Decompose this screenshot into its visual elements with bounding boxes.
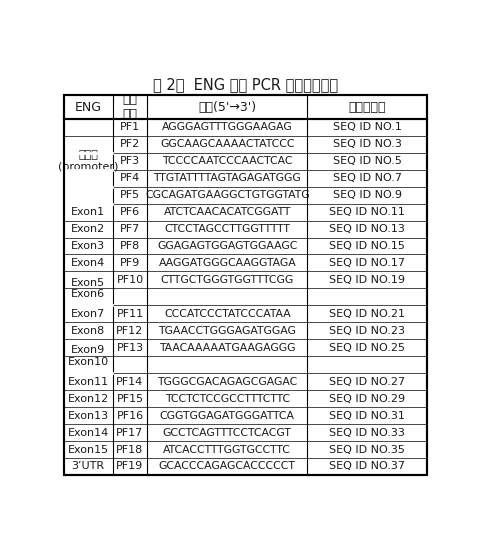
Text: PF1: PF1 [120, 122, 140, 132]
Text: SEQ ID NO.21: SEQ ID NO.21 [330, 309, 405, 319]
Text: PF8: PF8 [120, 241, 140, 251]
Text: Exon3: Exon3 [71, 241, 105, 251]
Text: CTTGCTGGGTGGTTTCGG: CTTGCTGGGTGGTTTCGG [160, 275, 294, 285]
Text: SEQ ID NO.23: SEQ ID NO.23 [330, 326, 405, 336]
Text: PF17: PF17 [116, 428, 144, 437]
Text: PF19: PF19 [116, 461, 144, 472]
Text: PF10: PF10 [116, 275, 144, 285]
Text: GGAGAGTGGAGTGGAAGC: GGAGAGTGGAGTGGAAGC [157, 241, 297, 251]
Text: PF15: PF15 [116, 393, 144, 404]
Text: Exon12: Exon12 [68, 393, 109, 404]
Text: PF3: PF3 [120, 156, 140, 166]
Text: SEQ ID NO.3: SEQ ID NO.3 [333, 139, 402, 149]
Text: SEQ ID NO.1: SEQ ID NO.1 [333, 122, 402, 132]
Text: Exon8: Exon8 [71, 326, 105, 336]
Text: SEQ ID NO.13: SEQ ID NO.13 [330, 224, 405, 234]
Text: CTCCTAGCCTTGGTTTTT: CTCCTAGCCTTGGTTTTT [164, 224, 290, 234]
Text: Exon15: Exon15 [68, 444, 109, 455]
Text: Exon9
Exon10: Exon9 Exon10 [68, 346, 109, 367]
Text: Exon1: Exon1 [71, 207, 105, 217]
Text: 序列(5'→3'): 序列(5'→3') [198, 101, 256, 114]
Text: TGAACCTGGGAGATGGAG: TGAACCTGGGAGATGGAG [159, 326, 296, 336]
Text: TGGGCGACAGAGCGAGAC: TGGGCGACAGAGCGAGAC [157, 377, 297, 386]
Text: Exon7: Exon7 [71, 309, 105, 319]
Text: SEQ ID NO.17: SEQ ID NO.17 [330, 258, 405, 268]
Text: CGCAGATGAAGGCTGTGGTATG: CGCAGATGAAGGCTGTGGTATG [145, 190, 309, 200]
Text: SEQ ID NO.25: SEQ ID NO.25 [330, 343, 405, 353]
Text: PF12: PF12 [116, 326, 144, 336]
Text: SEQ ID NO.19: SEQ ID NO.19 [330, 275, 405, 285]
Text: SEQ ID NO.15: SEQ ID NO.15 [330, 241, 405, 251]
Text: Exon2: Exon2 [71, 224, 105, 234]
Text: PF13: PF13 [116, 343, 144, 353]
Text: SEQ ID NO.7: SEQ ID NO.7 [333, 173, 402, 183]
Text: PF16: PF16 [116, 411, 144, 421]
Text: 启动子
(promoter): 启动子 (promoter) [58, 151, 118, 172]
Text: AAGGATGGGCAAGGTAGA: AAGGATGGGCAAGGTAGA [159, 258, 296, 268]
Text: 3’UTR: 3’UTR [71, 461, 105, 472]
Text: SEQ ID NO.11: SEQ ID NO.11 [330, 207, 405, 217]
Text: 序列表编号: 序列表编号 [349, 101, 386, 114]
Text: TCCTCTCCGCCTTTCTTC: TCCTCTCCGCCTTTCTTC [165, 393, 290, 404]
Text: PF5: PF5 [120, 190, 140, 200]
Text: GCCTCAGTTTCCTCACGT: GCCTCAGTTTCCTCACGT [163, 428, 292, 437]
Text: GCACCCAGAGCACCCCCT: GCACCCAGAGCACCCCCT [159, 461, 296, 472]
Text: PF7: PF7 [120, 224, 140, 234]
Text: Exon14: Exon14 [68, 428, 109, 437]
Text: ATCTCAACACATCGGATT: ATCTCAACACATCGGATT [164, 207, 291, 217]
Text: PF2: PF2 [120, 139, 140, 149]
Text: CCCATCCCTATCCCATAA: CCCATCCCTATCCCATAA [164, 309, 291, 319]
Text: ATCACCTTTGGTGCCTTC: ATCACCTTTGGTGCCTTC [163, 444, 291, 455]
Text: AGGGAGTTTGGGAAGAG: AGGGAGTTTGGGAAGAG [162, 122, 293, 132]
Text: PF18: PF18 [116, 444, 144, 455]
Text: GGCAAGCAAAACTATCCC: GGCAAGCAAAACTATCCC [160, 139, 295, 149]
Text: Exon5
Exon6: Exon5 Exon6 [71, 278, 105, 299]
Text: Exon13: Exon13 [68, 411, 109, 421]
Text: TTGTATTTTAGTAGAGATGGG: TTGTATTTTAGTAGAGATGGG [153, 173, 301, 183]
Text: PF4: PF4 [120, 173, 140, 183]
Text: PF11: PF11 [116, 309, 144, 319]
Text: SEQ ID NO.33: SEQ ID NO.33 [330, 428, 405, 437]
Text: 引物
序号: 引物 序号 [123, 93, 137, 121]
Text: SEQ ID NO.31: SEQ ID NO.31 [330, 411, 405, 421]
Text: SEQ ID NO.27: SEQ ID NO.27 [329, 377, 405, 386]
Text: TAACAAAAATGAAGAGGG: TAACAAAAATGAAGAGGG [159, 343, 296, 353]
Text: SEQ ID NO.9: SEQ ID NO.9 [333, 190, 402, 200]
Text: TCCCCAATCCCAACTCAC: TCCCCAATCCCAACTCAC [162, 156, 293, 166]
Text: SEQ ID NO.29: SEQ ID NO.29 [329, 393, 405, 404]
Text: SEQ ID NO.5: SEQ ID NO.5 [333, 156, 402, 166]
Text: CGGTGGAGATGGGATTCA: CGGTGGAGATGGGATTCA [160, 411, 295, 421]
Text: PF6: PF6 [120, 207, 140, 217]
Text: ENG: ENG [75, 101, 102, 114]
Text: PF14: PF14 [116, 377, 144, 386]
Text: SEQ ID NO.35: SEQ ID NO.35 [330, 444, 405, 455]
Text: Exon4: Exon4 [71, 258, 105, 268]
Text: PF9: PF9 [120, 258, 140, 268]
Text: SEQ ID NO.37: SEQ ID NO.37 [330, 461, 405, 472]
Text: 表 2：  ENG 基因 PCR 测序引物序列: 表 2： ENG 基因 PCR 测序引物序列 [153, 77, 338, 92]
Text: Exon11: Exon11 [68, 377, 109, 386]
